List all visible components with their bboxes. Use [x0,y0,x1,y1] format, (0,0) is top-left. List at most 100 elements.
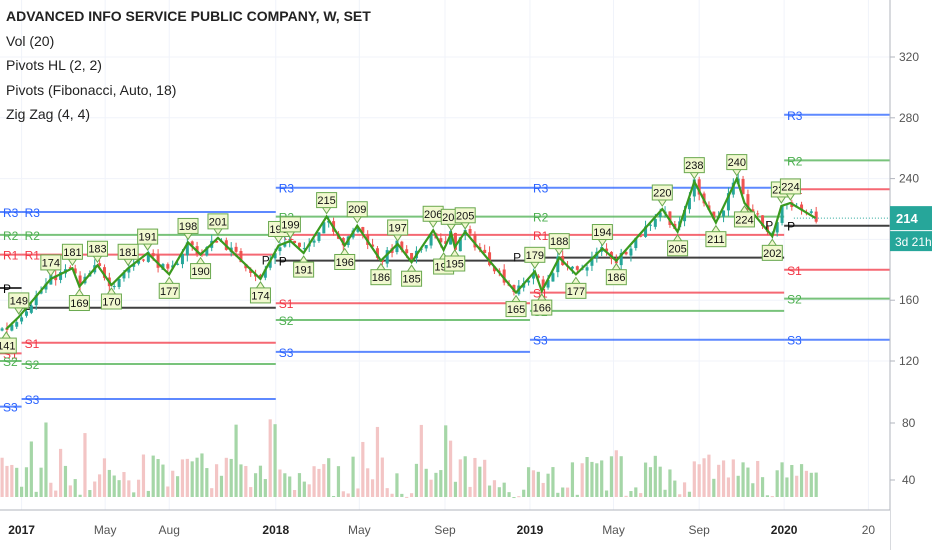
volume-bar [317,468,321,497]
time-tick-label: Sep [434,523,456,537]
volume-bar [570,462,575,497]
zigzag-label-pointer [446,224,456,232]
pivot-label-r1: R1 [533,229,549,243]
zigzag-label-pointer [1,331,11,339]
study-pivots-hl[interactable]: Pivots HL (2, 2) [6,57,102,73]
time-tick-label: 2019 [517,523,544,537]
volume-bar [785,477,789,497]
volume-bar [122,472,126,497]
zigzag-label: 194 [591,224,613,247]
zigzag-label-pointer [657,199,667,207]
candle-body [215,240,219,243]
volume-bar [721,460,726,497]
volume-bar [263,479,267,497]
candle-body [312,240,316,243]
pivot-label-r1: R1 [3,249,19,263]
volume-bar [682,482,687,497]
zigzag-label-pointer [407,264,416,272]
candle-body [648,224,652,226]
volume-bar [107,469,111,497]
volume-bar [336,466,341,497]
zigzag-label: 149 [8,292,30,315]
volume-bar [653,455,657,497]
candle-body [668,211,672,225]
volume-bar [175,476,180,497]
zigzag-label-box [334,253,356,270]
volume-bar [234,424,238,497]
zigzag-label: 169 [68,288,90,312]
candle-body [410,252,414,259]
zigzag-label-box [249,287,271,304]
volume-bar [117,480,121,497]
volume-bar [526,467,531,497]
zigzag-label-pointer [274,236,283,244]
zigzag-label-box [100,293,122,310]
zigzag-label-box [565,282,587,299]
volume-bar [132,492,136,497]
candle-body [424,245,428,249]
zigzag-label-pointer [597,239,607,247]
zigzag-label-text: 224 [781,181,799,193]
zigzag-label-pointer [183,233,193,241]
volume-bar [190,461,194,497]
candle-body [151,253,155,257]
study-volume[interactable]: Vol (20) [6,32,55,49]
volume-bar [536,471,540,497]
zigzag-label-box [726,154,748,171]
price-axis-background [890,0,932,550]
study-pivots-fibonacci[interactable]: Pivots (Fibonacci, Auto, 18) [6,81,177,98]
volume-bar [595,463,599,497]
pivot-label-r2: R2 [25,229,41,243]
volume-bar [424,468,428,497]
volume-bar [556,492,560,497]
volume-bar [253,473,258,497]
zigzag-label-text: 177 [567,286,585,298]
pivot-label-s1: S1 [25,337,40,351]
volume-bar [512,497,516,499]
volume-bar [409,493,414,497]
volume-bar [312,466,316,497]
volume-bar [283,473,287,497]
volume-bar [804,470,809,497]
last-price-value: 214 [896,211,918,226]
pivot-hl-mark: P [513,251,521,265]
volume-bar [668,469,672,497]
candle-body [653,218,657,227]
time-tick-label: 2017 [8,523,35,537]
price-tick-label: 320 [899,50,919,64]
candle-body [570,266,574,269]
volume-bar [814,472,818,497]
pivot-label-p: P [279,255,287,269]
volume-bar [487,485,492,497]
study-zigzag[interactable]: Zig Zag (4, 4) [6,106,91,122]
candle-body [726,193,730,211]
zigzag-label: 191 [137,228,159,251]
volume-bar [741,462,745,497]
volume-bar [146,490,150,497]
candle-body [405,249,409,254]
symbol-title[interactable]: ADVANCED INFO SERVICE PUBLIC COMPANY, W,… [6,8,371,24]
volume-bar [390,493,394,497]
volume-bar [497,487,501,497]
candle-body [502,269,506,283]
volume-bar [658,466,662,497]
candle-body [73,268,77,274]
candle-body [205,247,209,256]
zigzag-label: 191 [293,255,315,278]
candle-body [297,242,301,247]
candle-body [683,210,687,222]
zigzag-label-text: 240 [728,157,746,169]
volume-bar [102,458,107,497]
volume-tick-label: 80 [902,416,916,430]
candle-body [24,311,28,316]
volume-bar [161,464,165,497]
volume-bar [531,470,536,497]
zigzag-label-text: 185 [402,274,420,286]
candle-body [356,227,360,232]
candle-body [439,238,443,243]
zigzag-label-pointer [428,221,438,229]
volume-bar [726,477,731,497]
zigzag-label: 174 [40,254,62,277]
